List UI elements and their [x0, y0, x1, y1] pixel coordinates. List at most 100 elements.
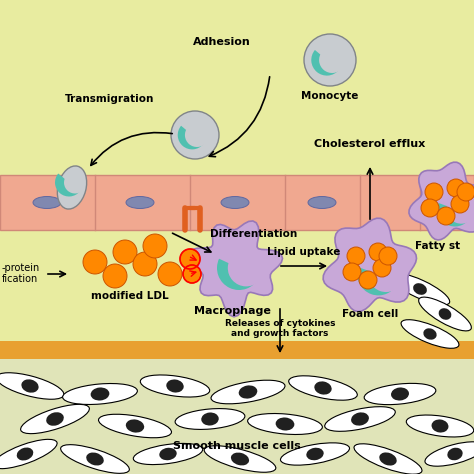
Circle shape — [457, 183, 474, 201]
Wedge shape — [447, 204, 474, 224]
Ellipse shape — [391, 387, 409, 401]
Ellipse shape — [289, 376, 357, 400]
Text: modified LDL: modified LDL — [91, 291, 169, 301]
Ellipse shape — [406, 415, 474, 437]
Circle shape — [437, 207, 455, 225]
Ellipse shape — [57, 166, 87, 209]
Ellipse shape — [423, 328, 437, 340]
Text: Transmigration: Transmigration — [65, 94, 155, 104]
Ellipse shape — [211, 380, 285, 404]
Wedge shape — [185, 128, 206, 147]
Bar — [0, 359, 474, 474]
Wedge shape — [64, 175, 83, 193]
Ellipse shape — [221, 197, 249, 209]
Text: Macrophage: Macrophage — [193, 306, 271, 316]
Polygon shape — [323, 218, 417, 311]
Wedge shape — [178, 126, 203, 149]
Circle shape — [103, 264, 127, 288]
Circle shape — [133, 252, 157, 276]
Wedge shape — [311, 50, 339, 75]
Ellipse shape — [204, 446, 276, 472]
Ellipse shape — [91, 387, 109, 401]
Ellipse shape — [133, 443, 203, 465]
Ellipse shape — [276, 418, 294, 430]
Ellipse shape — [447, 448, 463, 460]
Ellipse shape — [166, 380, 184, 392]
Ellipse shape — [63, 383, 137, 404]
Circle shape — [347, 247, 365, 265]
Ellipse shape — [17, 447, 33, 460]
Wedge shape — [319, 52, 342, 73]
Ellipse shape — [21, 404, 90, 434]
Polygon shape — [185, 221, 283, 317]
Text: Foam cell: Foam cell — [342, 309, 398, 319]
Ellipse shape — [438, 308, 451, 320]
Ellipse shape — [86, 453, 104, 465]
Wedge shape — [55, 173, 80, 197]
Text: Cholesterol efflux: Cholesterol efflux — [314, 139, 426, 149]
Circle shape — [143, 234, 167, 258]
Ellipse shape — [419, 297, 471, 331]
Circle shape — [158, 262, 182, 286]
Ellipse shape — [314, 382, 332, 395]
Text: -protein: -protein — [2, 263, 40, 273]
Circle shape — [369, 243, 387, 261]
Circle shape — [113, 240, 137, 264]
Ellipse shape — [325, 407, 395, 431]
Ellipse shape — [425, 442, 474, 466]
Text: Smooth muscle cells: Smooth muscle cells — [173, 441, 301, 451]
Ellipse shape — [239, 385, 257, 399]
Ellipse shape — [351, 412, 369, 426]
Ellipse shape — [390, 273, 450, 305]
Ellipse shape — [61, 445, 129, 474]
Polygon shape — [409, 162, 474, 240]
Text: Fatty st: Fatty st — [415, 241, 460, 251]
Text: fication: fication — [2, 274, 38, 284]
Text: Adhesion: Adhesion — [193, 37, 251, 47]
Ellipse shape — [354, 444, 422, 474]
Circle shape — [171, 111, 219, 159]
Wedge shape — [228, 260, 263, 286]
Ellipse shape — [247, 413, 322, 435]
Text: Monocyte: Monocyte — [301, 91, 359, 101]
Wedge shape — [438, 203, 472, 227]
Ellipse shape — [401, 319, 459, 348]
Ellipse shape — [33, 197, 61, 209]
Ellipse shape — [126, 419, 144, 433]
Ellipse shape — [201, 412, 219, 426]
Ellipse shape — [46, 412, 64, 426]
Text: Lipid uptake: Lipid uptake — [267, 247, 341, 257]
Ellipse shape — [0, 439, 57, 469]
Ellipse shape — [0, 373, 64, 399]
Circle shape — [83, 250, 107, 274]
Ellipse shape — [126, 197, 154, 209]
Circle shape — [447, 179, 465, 197]
Wedge shape — [368, 268, 402, 292]
Ellipse shape — [99, 414, 172, 438]
Ellipse shape — [431, 419, 448, 433]
Text: Differentiation: Differentiation — [210, 229, 297, 239]
Circle shape — [379, 247, 397, 265]
Circle shape — [343, 263, 361, 281]
Ellipse shape — [308, 197, 336, 209]
Bar — [0, 175, 474, 230]
Ellipse shape — [281, 443, 349, 465]
Ellipse shape — [175, 409, 245, 429]
Circle shape — [180, 249, 200, 269]
Text: Releases of cytokines
and growth factors: Releases of cytokines and growth factors — [225, 319, 335, 338]
Ellipse shape — [21, 379, 38, 392]
Ellipse shape — [306, 448, 324, 460]
Ellipse shape — [364, 383, 436, 405]
Bar — [0, 341, 474, 359]
Ellipse shape — [159, 448, 177, 460]
Circle shape — [304, 34, 356, 86]
Circle shape — [373, 259, 391, 277]
Ellipse shape — [413, 283, 427, 295]
Circle shape — [359, 271, 377, 289]
Circle shape — [183, 265, 201, 283]
Ellipse shape — [231, 453, 249, 465]
Wedge shape — [217, 259, 259, 290]
Circle shape — [451, 195, 469, 213]
Wedge shape — [357, 267, 398, 295]
Circle shape — [421, 199, 439, 217]
